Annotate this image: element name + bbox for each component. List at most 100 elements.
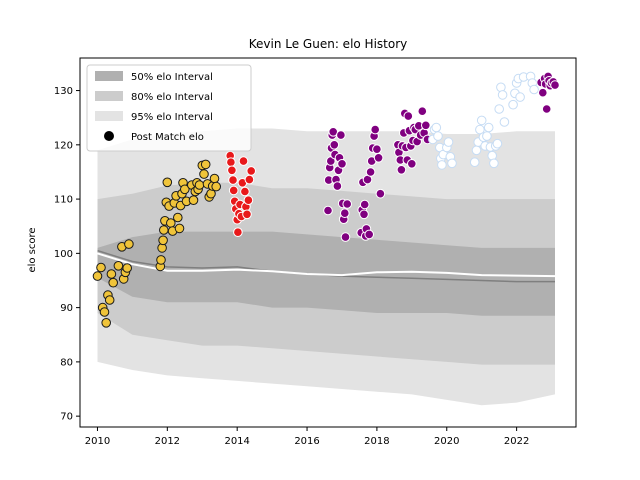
legend-swatch (95, 71, 123, 81)
data-point (541, 104, 552, 114)
data-point (159, 225, 169, 235)
data-point (246, 166, 256, 176)
data-point (188, 195, 199, 205)
data-point (240, 186, 250, 197)
data-point (396, 165, 407, 175)
data-point (92, 271, 103, 281)
current-elo-line (97, 252, 556, 278)
data-point (431, 122, 442, 133)
data-point (359, 199, 370, 210)
y-tick-label: 100 (54, 249, 73, 260)
legend-swatch (95, 111, 123, 121)
data-point (489, 158, 499, 169)
data-point (443, 137, 454, 147)
data-point (336, 130, 346, 140)
data-point (227, 165, 237, 176)
data-point (407, 159, 417, 169)
data-point (242, 209, 252, 220)
data-point (238, 156, 249, 166)
data-point (529, 84, 539, 95)
legend-marker (104, 131, 114, 141)
data-point (228, 175, 238, 185)
legend-label: Post Match elo (131, 132, 204, 143)
data-point (228, 185, 239, 196)
data-point (494, 104, 505, 114)
x-tick-label: 2014 (224, 436, 249, 447)
data-point (233, 227, 243, 237)
data-point (99, 307, 110, 317)
data-point (104, 295, 115, 305)
data-point (538, 87, 548, 98)
y-tick-label: 90 (60, 303, 73, 314)
data-point (200, 159, 211, 170)
data-point (337, 159, 347, 169)
data-point (375, 188, 386, 199)
data-point (209, 173, 220, 184)
data-point (244, 174, 255, 185)
data-point (475, 124, 485, 135)
data-point (243, 195, 254, 205)
y-tick-label: 110 (54, 195, 73, 206)
chart-title: Kevin Le Guen: elo History (249, 37, 408, 51)
data-point (437, 160, 447, 170)
data-point (113, 261, 124, 271)
data-point (364, 229, 375, 240)
x-tick-label: 2016 (294, 436, 319, 447)
data-point (194, 180, 205, 190)
data-point (372, 144, 382, 154)
data-point (342, 199, 353, 209)
data-point (173, 212, 183, 223)
data-point (226, 157, 236, 167)
data-point (323, 205, 333, 216)
data-point (332, 181, 343, 191)
data-point (447, 158, 457, 169)
legend: 50% elo Interval 80% elo Interval 95% elo … (86, 64, 252, 152)
legend-box (86, 64, 252, 152)
data-point (359, 209, 369, 220)
data-point (365, 167, 376, 177)
data-point (211, 181, 221, 192)
data-point (433, 131, 443, 141)
data-point (370, 124, 381, 135)
data-point (482, 131, 492, 141)
data-point (508, 99, 518, 110)
data-point (550, 80, 560, 90)
data-point (492, 138, 503, 149)
data-point (96, 262, 106, 273)
data-point (373, 153, 384, 163)
x-tick-label: 2022 (504, 436, 529, 447)
data-point (499, 117, 510, 127)
data-point (469, 157, 480, 167)
data-point (340, 208, 350, 218)
y-tick-label: 120 (54, 140, 73, 151)
data-point (476, 115, 487, 126)
data-point (156, 255, 166, 265)
data-point (162, 177, 173, 188)
data-point (101, 318, 111, 328)
data-point (483, 122, 494, 133)
x-tick-label: 2010 (85, 436, 110, 447)
data-point (417, 106, 428, 116)
x-tick-label: 2012 (155, 436, 180, 447)
data-point (108, 277, 118, 288)
data-point (124, 239, 134, 249)
axes-frame (79, 57, 577, 428)
legend-label: 95% elo Interval (131, 112, 213, 123)
y-tick-label: 130 (54, 86, 73, 97)
data-point (106, 269, 117, 279)
data-point (421, 120, 431, 131)
data-point (122, 263, 132, 273)
data-point (158, 235, 168, 246)
x-tick-label: 2020 (434, 436, 459, 447)
data-point (403, 111, 414, 121)
legend-label: 80% elo Interval (131, 92, 213, 103)
y-tick-label: 80 (60, 357, 73, 368)
data-point (180, 184, 190, 195)
data-point (329, 140, 340, 150)
y-tick-label: 70 (60, 412, 73, 423)
data-point (471, 145, 482, 156)
y-axis-label: elo score (27, 227, 38, 272)
data-point (515, 92, 525, 102)
plot-area: 2010 2012 2014 2016 2018 2020 2022 70 80 90 100 110… (54, 57, 577, 447)
